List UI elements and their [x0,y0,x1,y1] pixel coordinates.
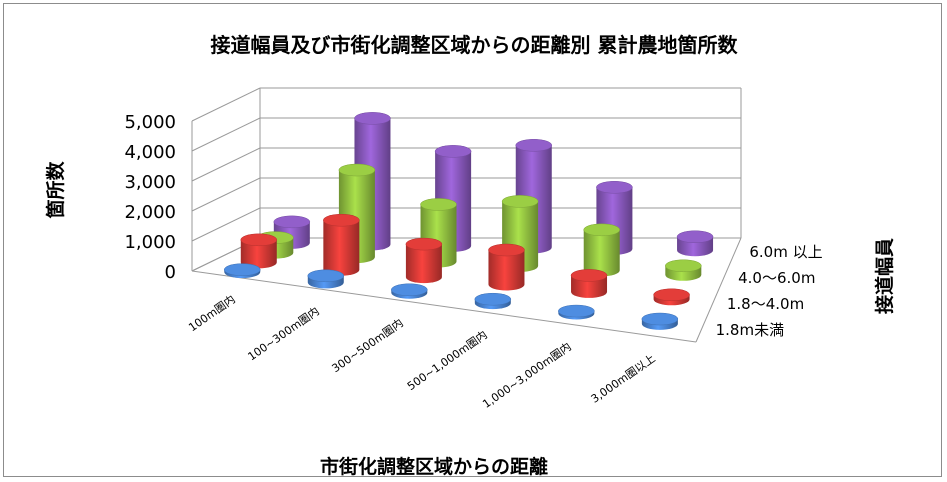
x-tick-label: 100~300m圏内 [245,304,322,364]
bar-cap [665,259,702,273]
bar-2-series-1 [307,269,345,289]
x-tick-label: 3,000m圏以上 [589,352,658,406]
bar-6-series-2 [653,288,690,306]
bar-cap [676,230,714,244]
bar-cap [583,223,620,237]
bar-6-series-4 [676,230,714,257]
bar-cap [596,181,633,194]
bar-cap [474,292,512,306]
bar-6-series-1 [641,312,679,330]
y-tick-label: 5,000 [124,112,176,133]
y-tick-label: 0 [165,262,176,283]
bar-5-series-3 [583,223,620,277]
gridline-left [191,207,261,242]
bar-4-series-1 [474,292,512,310]
y-tick-label: 1,000 [124,232,176,253]
x-tick-label: 1,000~3,000m圏内 [480,339,574,411]
bar-cap [558,304,595,318]
bar-1-series-2 [240,233,278,269]
bar-cap [307,269,345,283]
bar-body [323,214,360,276]
series-label: 1.8m未満 [716,321,784,339]
y-tick-label: 4,000 [124,142,176,163]
bar-cap [515,139,553,152]
bar-2-series-2 [323,213,360,276]
y-axis-label: 箇所数 [44,161,67,219]
chart-bars [224,112,714,330]
bar-cap [570,269,608,282]
bar-5-series-2 [570,269,608,298]
bar-3-series-1 [391,283,428,299]
chart-labels: 0 1,000 2,000 3,000 4,000 5,000 100m圏内 100~300m… [124,112,822,411]
gridline-left [191,147,261,182]
bar-cap [434,145,472,158]
bar-body [583,223,620,277]
bar-6-series-3 [665,259,702,281]
bar-3-series-2 [405,237,443,284]
floor-edge [191,270,697,343]
bar-cap [338,163,376,177]
chart-title: 接道幅員及び市街化調整区域からの距離別 累計農地箇所数 [211,33,739,57]
gridline-left [191,87,261,122]
series-label: 6.0m 以上 [749,243,822,261]
x-tick-label: 100m圏内 [186,292,238,334]
bar-cap [653,288,690,302]
bar-cap [273,215,311,229]
y-tick-label: 3,000 [124,172,176,193]
floor-edge [695,237,742,343]
series-label: 4.0～6.0m [738,269,815,287]
bar-5-series-1 [558,304,595,320]
bar-cap [391,283,428,297]
z-axis-label: 接道幅員 [873,238,896,314]
bar-cap [354,112,391,125]
y-tick-label: 2,000 [124,202,176,223]
bar-cap [641,312,679,326]
chart-3d-bar: 0 1,000 2,000 3,000 4,000 5,000 100m圏内 100~300m… [44,33,896,478]
bar-cap [323,213,360,227]
bar-cap [488,243,525,257]
bar-body [488,244,525,291]
bar-cap [405,237,443,251]
gridline-left [191,177,261,212]
x-axis-label: 市街化調整区域からの距離 [320,455,548,478]
bar-1-series-1 [224,263,261,279]
series-label: 1.8～4.0m [727,295,804,313]
gridline-left [191,117,261,152]
bar-cap [420,198,457,211]
x-tick-label: 500~1,000m圏内 [404,327,489,393]
x-tick-label: 300~500m圏内 [329,316,406,376]
bar-cap [501,195,539,208]
bar-cap [224,263,261,276]
bar-4-series-2 [488,243,525,291]
chart-frame: 0 1,000 2,000 3,000 4,000 5,000 100m圏内 100~300m… [3,3,942,478]
bar-cap [240,233,278,247]
